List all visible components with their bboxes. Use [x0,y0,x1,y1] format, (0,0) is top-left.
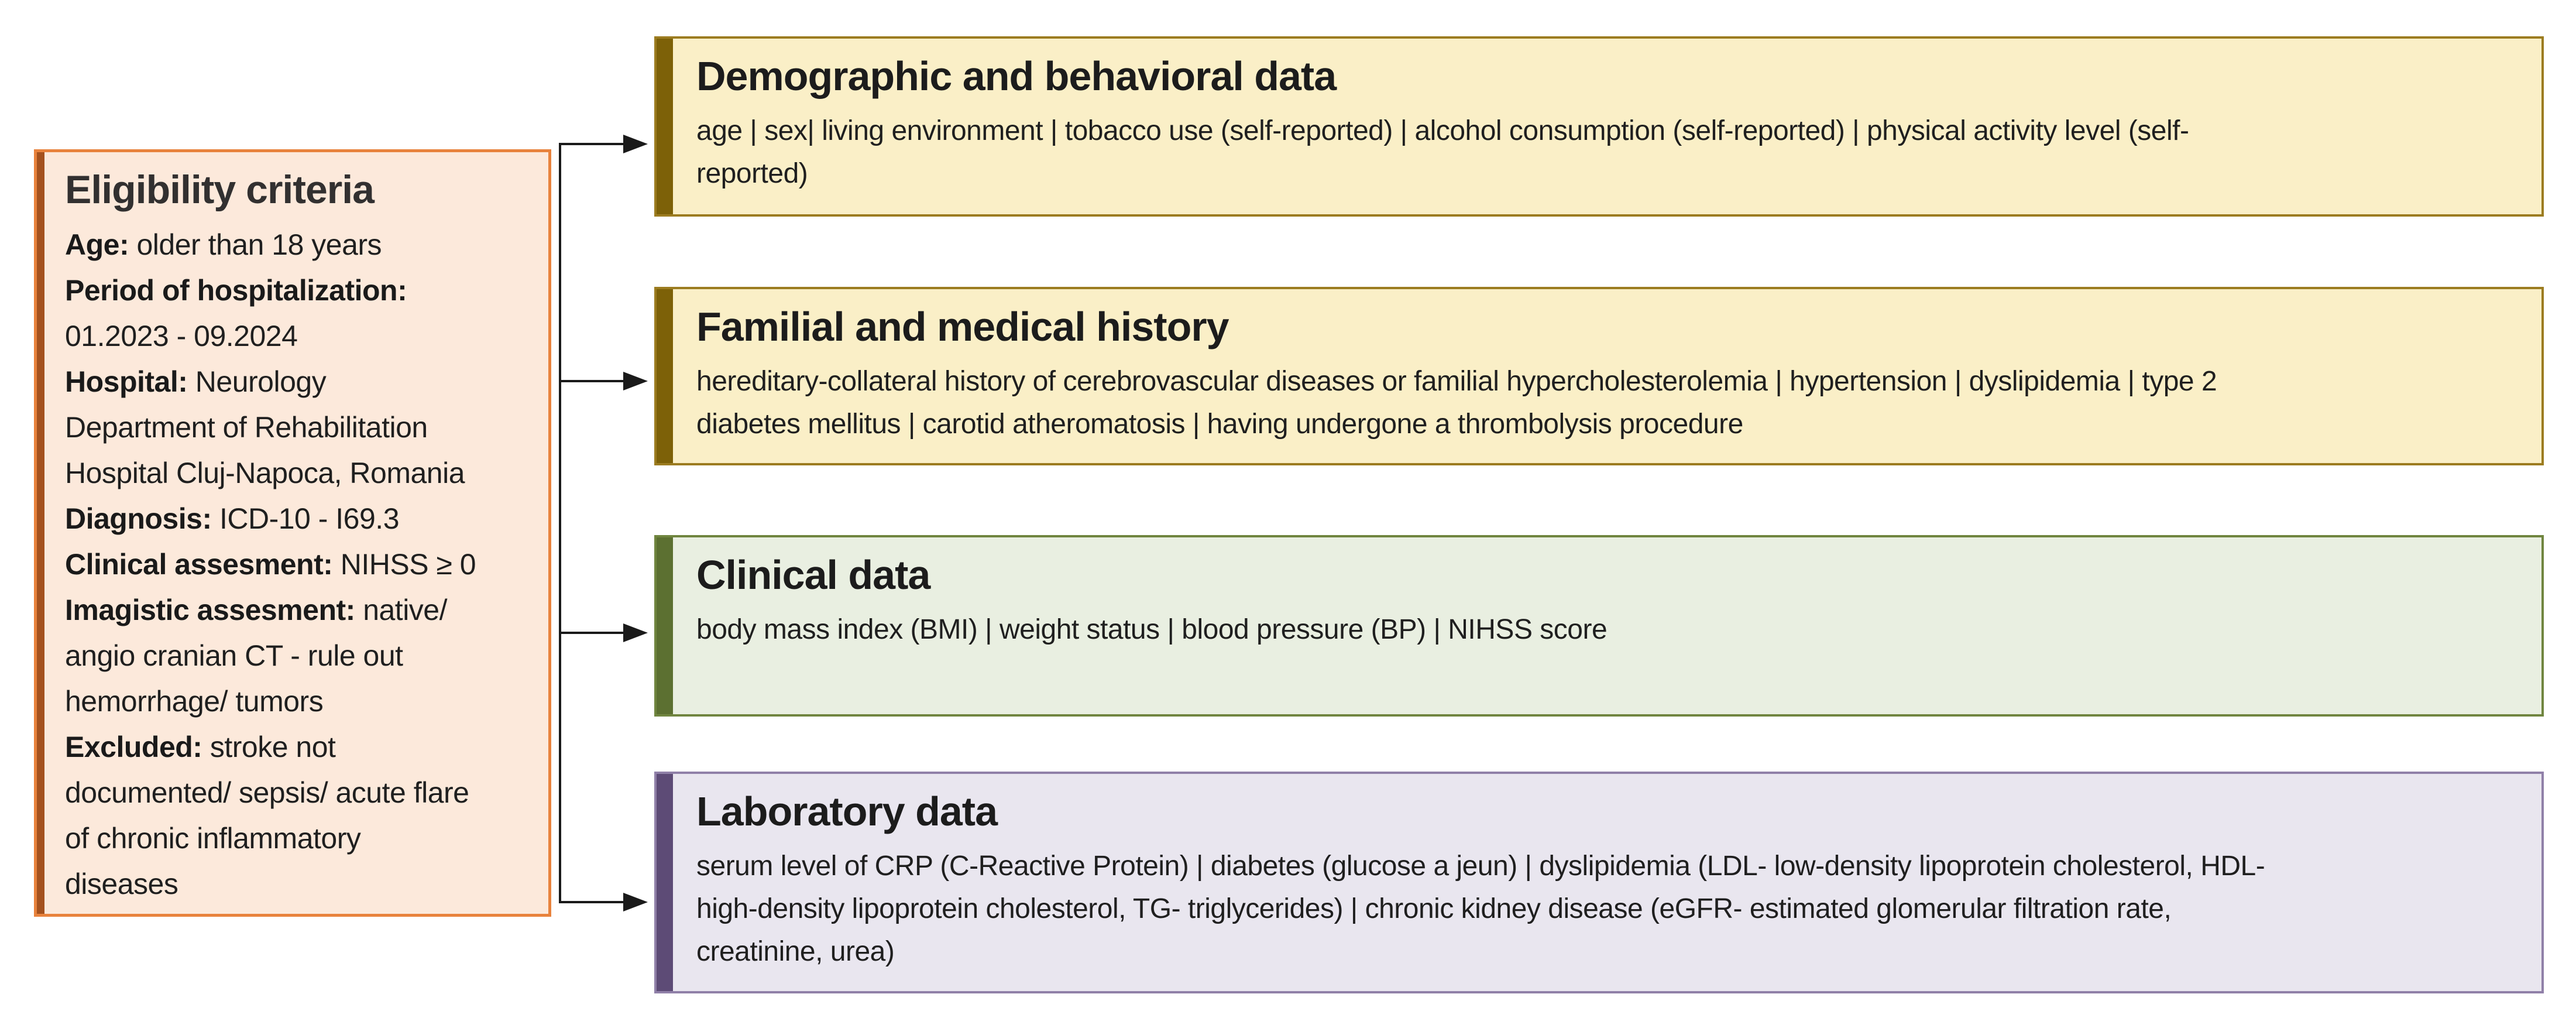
eligibility-line: Clinical assesment: NIHSS ≥ 0 [65,548,476,581]
eligibility-line: hemorrhage/ tumors [65,685,324,718]
eligibility-content: Eligibility criteria Age: older than 18 … [44,152,548,914]
box-body-line: body mass index (BMI) | weight status | … [696,614,1608,645]
arrowhead-icon [623,372,648,390]
eligibility-accent-bar [37,152,44,914]
box-body-line: creatinine, urea) [696,935,895,967]
arrowhead-icon [623,135,648,153]
accent-bar [657,39,673,214]
eligibility-line: angio cranian CT - rule out [65,639,403,672]
box-body-line: diabetes mellitus | carotid atheromatosi… [696,408,1743,440]
connector-line-laboratory [560,901,624,903]
box-title: Clinical data [696,552,930,598]
eligibility-line: Diagnosis: ICD-10 - I69.3 [65,502,400,535]
connector-line-clinical [560,632,624,634]
eligibility-title: Eligibility criteria [65,167,375,212]
box-laboratory-data: Laboratory data serum level of CRP (C-Re… [654,772,2544,993]
eligibility-line: Department of Rehabilitation [65,411,428,444]
box-body: hereditary-collateral history of cerebro… [696,360,2512,445]
eligibility-line: diseases [65,868,178,900]
box-body-line: age | sex| living environment | tobacco … [696,115,2189,146]
box-body-line: hereditary-collateral history of cerebro… [696,365,2217,397]
box-title: Laboratory data [696,789,998,834]
connector-line-familial [560,380,624,382]
eligibility-line: 01.2023 - 09.2024 [65,320,298,352]
box-body-line: high-density lipoprotein cholesterol, TG… [696,893,2172,924]
eligibility-line: Excluded: stroke not [65,731,336,763]
box-body-line: reported) [696,157,808,189]
box-body-line: serum level of CRP (C-Reactive Protein) … [696,850,2265,882]
box-familial-medical-history: Familial and medical history hereditary-… [654,287,2544,465]
box-body: serum level of CRP (C-Reactive Protein) … [696,845,2512,973]
eligibility-line: Hospital Cluj-Napoca, Romania [65,457,465,489]
box-clinical-data: Clinical data body mass index (BMI) | we… [654,535,2544,717]
arrowhead-icon [623,623,648,642]
box-content: Familial and medical history hereditary-… [673,289,2541,463]
box-content: Demographic and behavioral data age | se… [673,39,2541,214]
accent-bar [657,289,673,463]
eligibility-line: Hospital: Neurology [65,365,327,398]
eligibility-line: Age: older than 18 years [65,228,382,261]
connector-line-demographic [560,143,624,145]
eligibility-box: Eligibility criteria Age: older than 18 … [34,149,551,917]
eligibility-line: documented/ sepsis/ acute flare [65,776,469,809]
accent-bar [657,537,673,714]
connector-vertical-line [559,143,561,903]
box-demographic-behavioral-data: Demographic and behavioral data age | se… [654,36,2544,217]
box-title: Familial and medical history [696,304,1229,349]
box-content: Clinical data body mass index (BMI) | we… [673,537,2541,714]
box-content: Laboratory data serum level of CRP (C-Re… [673,774,2541,991]
eligibility-lines: Age: older than 18 years Period of hospit… [65,222,532,907]
box-body: age | sex| living environment | tobacco … [696,109,2512,195]
eligibility-line: of chronic inflammatory [65,822,361,855]
eligibility-line: Period of hospitalization: [65,274,407,307]
arrowhead-icon [623,893,648,911]
box-body: body mass index (BMI) | weight status | … [696,608,2512,651]
eligibility-line: Imagistic assesment: native/ [65,594,448,626]
box-title: Demographic and behavioral data [696,53,1337,99]
accent-bar [657,774,673,991]
